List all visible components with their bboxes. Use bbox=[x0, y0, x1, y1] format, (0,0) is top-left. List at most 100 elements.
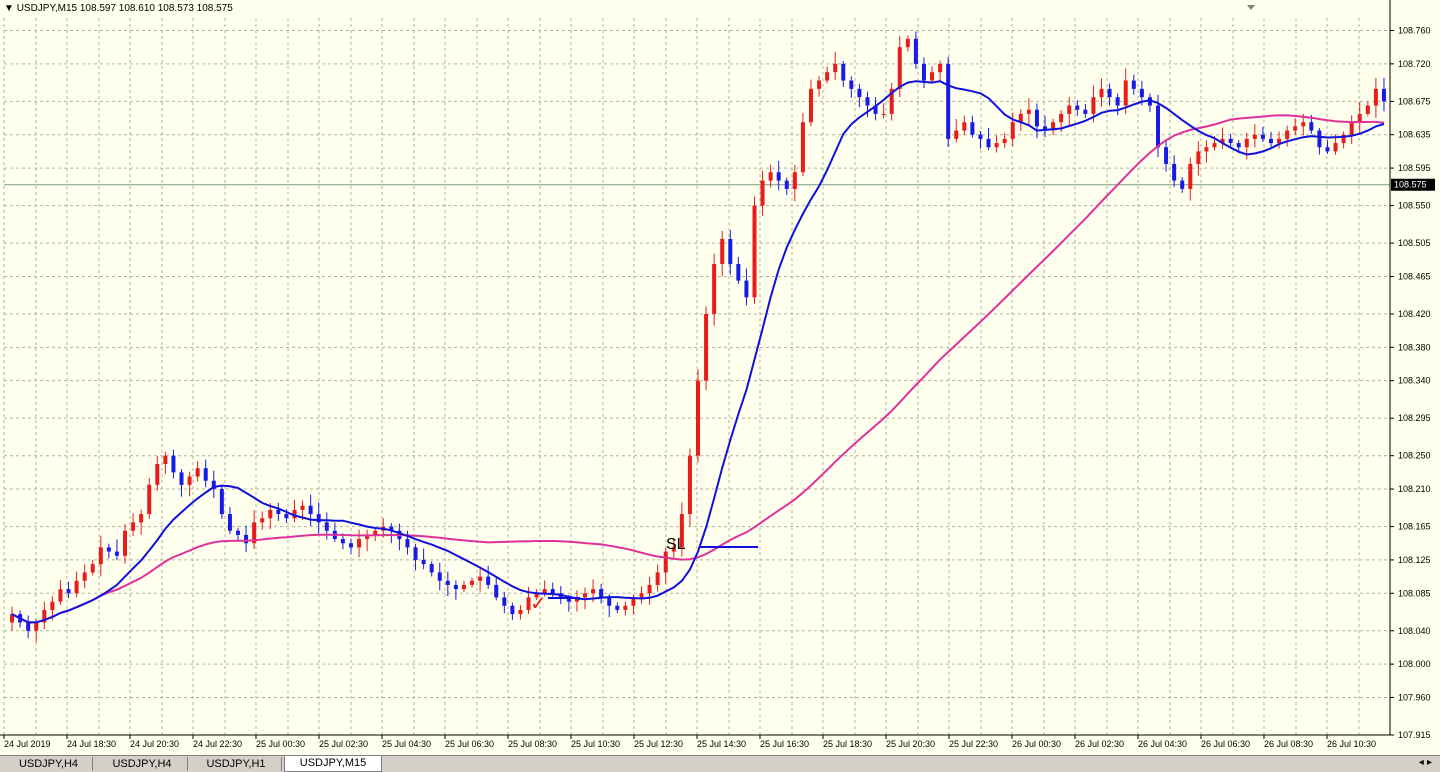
candle-body bbox=[591, 589, 596, 594]
y-tick-label: 108.165 bbox=[1398, 522, 1431, 532]
sl-label: SL bbox=[666, 536, 686, 553]
ma-fast-line bbox=[11, 80, 1385, 624]
candle-body bbox=[857, 88, 862, 98]
candle-body bbox=[849, 80, 854, 89]
candle-body bbox=[292, 509, 297, 519]
candle-body bbox=[623, 605, 628, 610]
candle-body bbox=[187, 476, 192, 485]
scroll-arrows-icon[interactable]: ◂ ▸ bbox=[1418, 757, 1432, 768]
candle-body bbox=[655, 572, 660, 585]
candle-body bbox=[114, 551, 119, 556]
symbol-label: USDJPY,M15 bbox=[16, 3, 78, 14]
current-price-badge bbox=[1391, 178, 1435, 191]
y-tick-label: 108.675 bbox=[1398, 96, 1431, 106]
candle-body bbox=[938, 63, 943, 73]
tab-usdjpy-h1[interactable]: USDJPY,H1 bbox=[191, 757, 282, 771]
candle-body bbox=[106, 547, 111, 552]
candle-body bbox=[252, 522, 257, 544]
x-tick-label: 25 Jul 10:30 bbox=[571, 739, 620, 749]
candle-body bbox=[1252, 134, 1257, 139]
candle-body bbox=[1325, 147, 1330, 152]
shift-marker-icon[interactable] bbox=[1247, 5, 1255, 10]
candle-body bbox=[50, 601, 55, 610]
candle-body bbox=[276, 509, 281, 515]
candle-body bbox=[1147, 97, 1152, 106]
x-tick-label: 25 Jul 14:30 bbox=[697, 739, 746, 749]
candle-body bbox=[962, 122, 967, 131]
candle-body bbox=[712, 263, 717, 314]
y-tick-label: 108.720 bbox=[1398, 59, 1431, 69]
candle-body bbox=[1091, 97, 1096, 114]
candle-body bbox=[744, 280, 749, 298]
candle-body bbox=[784, 180, 789, 189]
candle-body bbox=[26, 622, 31, 631]
candle-body bbox=[647, 584, 652, 594]
y-tick-label: 108.760 bbox=[1398, 26, 1431, 36]
candlestick-chart[interactable]: 108.575 SL ✓ 108.760 108.720 108.675 108.635… bbox=[0, 0, 1440, 755]
candle-body bbox=[510, 605, 515, 615]
candle-body bbox=[897, 47, 902, 89]
collapse-triangle-icon[interactable]: ▼ bbox=[4, 3, 14, 14]
candle-body bbox=[244, 534, 249, 544]
candle-body bbox=[421, 559, 426, 565]
candle-body bbox=[1131, 80, 1136, 89]
candle-body bbox=[123, 530, 128, 556]
candle-body bbox=[1365, 105, 1370, 114]
y-tick-label: 108.595 bbox=[1398, 163, 1431, 173]
candle-body bbox=[542, 589, 547, 594]
candle-body bbox=[1075, 105, 1080, 110]
y-tick-label: 108.380 bbox=[1398, 342, 1431, 352]
candle-body bbox=[841, 63, 846, 81]
tab-usdjpy-h4-1[interactable]: USDJPY,H4 bbox=[5, 757, 93, 771]
y-tick-label: 108.635 bbox=[1398, 130, 1431, 140]
candle-body bbox=[986, 138, 991, 148]
candle-body bbox=[889, 88, 894, 114]
candle-body bbox=[768, 172, 773, 181]
tab-usdjpy-h4-2[interactable]: USDJPY,H4 bbox=[97, 757, 188, 771]
y-tick-label: 108.210 bbox=[1398, 484, 1431, 494]
candle-body bbox=[179, 472, 184, 485]
candle-body bbox=[1156, 105, 1160, 148]
candle-body bbox=[696, 380, 700, 456]
x-tick-label: 25 Jul 22:30 bbox=[949, 739, 998, 749]
candle-body bbox=[687, 455, 692, 515]
candle-body bbox=[566, 597, 571, 602]
candle-body bbox=[631, 597, 636, 606]
candle-body bbox=[550, 589, 555, 594]
candle-body bbox=[284, 514, 289, 519]
candle-body bbox=[518, 609, 523, 615]
candle-body bbox=[300, 505, 305, 510]
chart-tabs: USDJPY,H4 USDJPY,H4 USDJPY,H1 USDJPY,M15… bbox=[0, 755, 1440, 772]
candle-body bbox=[139, 514, 144, 523]
candle-body bbox=[817, 80, 822, 89]
x-tick-label: 25 Jul 16:30 bbox=[760, 739, 809, 749]
candle-body bbox=[58, 589, 63, 602]
candle-body bbox=[833, 63, 838, 73]
candle-body bbox=[502, 597, 507, 606]
x-tick-label: 26 Jul 04:30 bbox=[1138, 739, 1187, 749]
candle-body bbox=[954, 130, 959, 139]
candle-body bbox=[1220, 138, 1225, 144]
candle-body bbox=[1260, 134, 1265, 139]
candle-body bbox=[1018, 113, 1023, 123]
candle-body bbox=[639, 593, 644, 598]
x-tick-label: 24 Jul 22:30 bbox=[193, 739, 242, 749]
x-tick-label: 26 Jul 06:30 bbox=[1201, 739, 1250, 749]
candle-body bbox=[946, 63, 951, 139]
candle-body bbox=[227, 514, 232, 531]
x-tick-label: 26 Jul 02:30 bbox=[1075, 739, 1124, 749]
candle-body bbox=[348, 543, 353, 548]
x-tick-label: 25 Jul 12:30 bbox=[634, 739, 683, 749]
candle-body bbox=[219, 489, 224, 515]
y-tick-label: 107.915 bbox=[1398, 730, 1431, 740]
candle-body bbox=[921, 63, 926, 81]
tab-usdjpy-m15[interactable]: USDJPY,M15 bbox=[284, 756, 382, 772]
y-tick-label: 108.000 bbox=[1398, 659, 1431, 669]
candle-body bbox=[486, 576, 491, 585]
candle-body bbox=[752, 205, 757, 298]
x-tick-label: 25 Jul 04:30 bbox=[382, 739, 431, 749]
candle-body bbox=[679, 514, 684, 548]
candle-body bbox=[437, 572, 442, 581]
candle-body bbox=[461, 584, 466, 590]
